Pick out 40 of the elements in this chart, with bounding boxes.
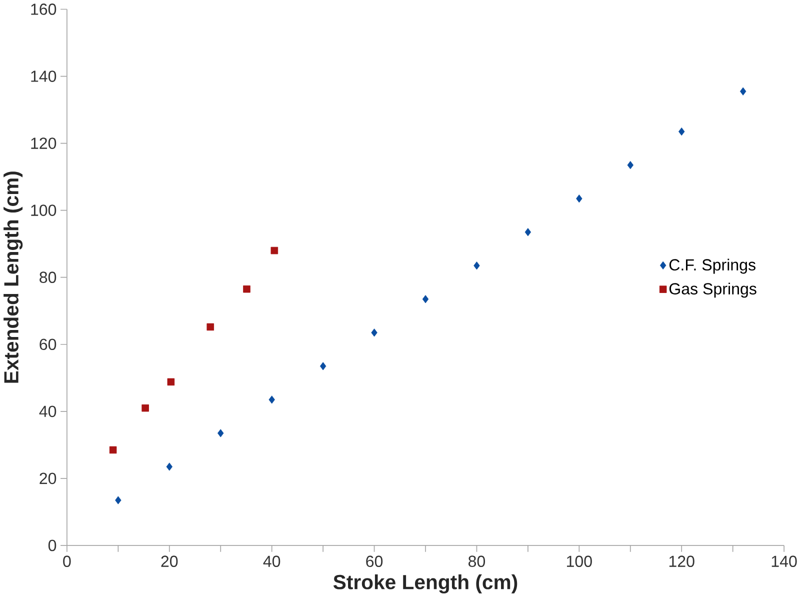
point [166, 462, 172, 471]
point [576, 194, 582, 203]
point [422, 295, 429, 304]
point [474, 262, 480, 270]
y-tick-label: 120 [31, 138, 56, 149]
x-tick-label: 60 [366, 556, 383, 568]
legend-label: Gas Springs [669, 282, 756, 298]
point [320, 362, 326, 370]
x-axis-title: Stroke Length (cm) [333, 574, 518, 594]
y-tick-label: 80 [40, 272, 56, 284]
point [109, 446, 117, 454]
point [678, 127, 685, 136]
point [115, 496, 122, 504]
point [524, 228, 532, 236]
y-tick-label: 140 [31, 70, 56, 82]
x-tick-label: 120 [669, 556, 694, 568]
y-tick-label: 20 [40, 472, 56, 484]
point [268, 396, 275, 404]
y-tick-label: 160 [31, 4, 56, 15]
x-tick-label: 40 [263, 556, 280, 568]
point [243, 285, 250, 293]
y-tick-label: 60 [40, 338, 56, 350]
point [270, 246, 278, 254]
point [218, 429, 224, 438]
point [371, 328, 378, 337]
point [206, 323, 214, 331]
y-tick-label: 100 [31, 204, 56, 216]
point [167, 378, 175, 386]
x-tick-label: 0 [63, 556, 71, 568]
point [627, 161, 634, 170]
point [142, 404, 149, 412]
x-tick-label: 100 [566, 556, 592, 568]
y-axis-title: Extended Length (cm) [4, 172, 23, 383]
x-tick-label: 140 [772, 556, 797, 568]
point [740, 87, 746, 96]
legend-label: C.F. Springs [669, 258, 756, 274]
x-tick-label: 80 [468, 556, 486, 568]
y-tick-label: 40 [39, 406, 56, 418]
y-tick-label: 0 [48, 540, 56, 552]
x-tick-label: 20 [161, 556, 178, 568]
